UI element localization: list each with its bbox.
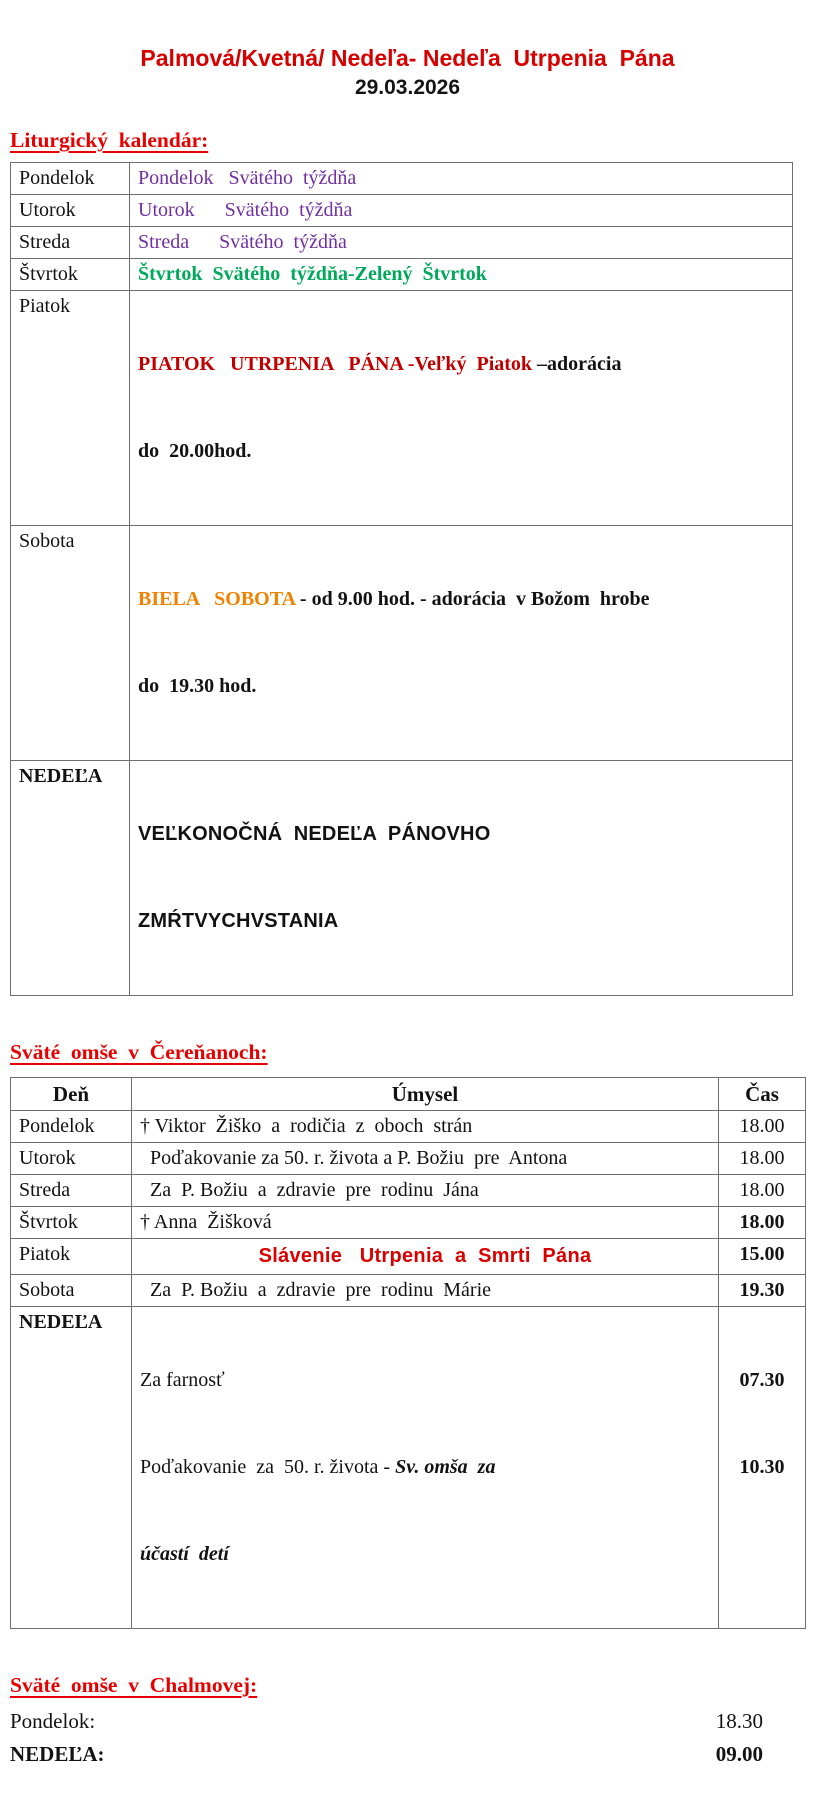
day-cell: Streda [10, 1174, 132, 1207]
table-row: Utorok Poďakovanie za 50. r. života a P.… [10, 1142, 806, 1175]
intention-cell: Poďakovanie za 50. r. života a P. Božiu … [131, 1142, 719, 1175]
intention-line: Za farnosť [140, 1369, 225, 1391]
time-cell: 07.30 10.30 [718, 1306, 806, 1629]
liturgy-line: do 19.30 hod. [138, 675, 257, 697]
table-header-row: Deň Úmysel Čas [10, 1077, 806, 1111]
intention-line: Poďakovanie za 50. r. života - Sv. omša … [140, 1456, 496, 1478]
table-row: Štvrtok † Anna Žišková 18.00 [10, 1206, 806, 1239]
liturgical-calendar-table: Pondelok Pondelok Svätého týždňa Utorok … [10, 162, 793, 996]
table-row: Utorok Utorok Svätého týždňa [10, 194, 793, 227]
day-cell: Pondelok [10, 1110, 132, 1143]
time-cell: 18.00 [718, 1206, 806, 1239]
liturgy-cell: Štvrtok Svätého týždňa-Zelený Štvrtok [129, 258, 793, 291]
table-row: Sobota BIELA SOBOTA - od 9.00 hod. - ado… [10, 525, 793, 761]
table-row: Pondelok † Viktor Žiško a rodičia z oboc… [10, 1110, 806, 1143]
intention-cell: Za P. Božiu a zdravie pre rodinu Márie [131, 1274, 719, 1307]
column-header-day: Deň [10, 1077, 132, 1111]
table-row: NEDEĽA VEĽKONOČNÁ NEDEĽA PÁNOVHO ZMŔTVYC… [10, 760, 793, 996]
masses-cerenany-heading: Sväté omše v Čereňanoch: [10, 1040, 268, 1064]
intention-cell: † Anna Žišková [131, 1206, 719, 1239]
day-cell: Utorok [10, 194, 130, 227]
liturgy-cell: Utorok Svätého týždňa [129, 194, 793, 227]
schedule-day-label: Pondelok: [10, 1709, 96, 1733]
schedule-day-label: NEDEĽA: [10, 1742, 105, 1766]
day-cell: Sobota [10, 525, 130, 761]
masses-chalmova-heading: Sväté omše v Chalmovej: [10, 1673, 258, 1697]
liturgy-line: VEĽKONOČNÁ NEDEĽA PÁNOVHO [138, 823, 491, 845]
table-row: Štvrtok Štvrtok Svätého týždňa-Zelený Št… [10, 258, 793, 291]
column-header-time: Čas [718, 1077, 806, 1111]
schedule-row: Pondelok: 18.30 [10, 1705, 805, 1738]
intention-line: účastí detí [140, 1543, 229, 1565]
masses-cerenany-table: Deň Úmysel Čas Pondelok † Viktor Žiško a… [10, 1077, 806, 1629]
schedule-time: 18.30 [715, 1709, 763, 1733]
intention-cell: Za P. Božiu a zdravie pre rodinu Jána [131, 1174, 719, 1207]
page-title: Palmová/Kvetná/ Nedeľa- Nedeľa Utrpenia … [140, 45, 675, 71]
time-cell: 19.30 [718, 1274, 806, 1307]
time-line: 10.30 [739, 1456, 785, 1478]
schedule-time: 09.00 [715, 1742, 763, 1766]
table-row: Streda Streda Svätého týždňa [10, 226, 793, 259]
liturgy-cell: VEĽKONOČNÁ NEDEĽA PÁNOVHO ZMŔTVYCHVSTANI… [129, 760, 793, 996]
time-cell: 15.00 [718, 1238, 806, 1275]
time-cell: 18.00 [718, 1142, 806, 1175]
liturgy-cell: PIATOK UTRPENIA PÁNA -Veľký Piatok –ador… [129, 290, 793, 526]
intention-cell: Za farnosť Poďakovanie za 50. r. života … [131, 1306, 719, 1629]
intention-cell: Slávenie Utrpenia a Smrti Pána [131, 1238, 719, 1275]
table-row: Streda Za P. Božiu a zdravie pre rodinu … [10, 1174, 806, 1207]
intention-cell: † Viktor Žiško a rodičia z oboch strán [131, 1110, 719, 1143]
table-row: Piatok PIATOK UTRPENIA PÁNA -Veľký Piato… [10, 290, 793, 526]
column-header-intention: Úmysel [131, 1077, 719, 1111]
day-cell: NEDEĽA [10, 1306, 132, 1629]
liturgy-line: ZMŔTVYCHVSTANIA [138, 910, 339, 932]
day-cell: Sobota [10, 1274, 132, 1307]
liturgy-line: do 20.00hod. [138, 440, 252, 462]
bulletin-date: 29.03.2026 [354, 76, 461, 99]
time-cell: 18.00 [718, 1174, 806, 1207]
day-cell: Piatok [10, 290, 130, 526]
liturgy-cell: BIELA SOBOTA - od 9.00 hod. - adorácia v… [129, 525, 793, 761]
masses-chalmova-schedule: Pondelok: 18.30 NEDEĽA: 09.00 [10, 1705, 805, 1771]
schedule-row: NEDEĽA: 09.00 [10, 1738, 805, 1771]
day-cell: NEDEĽA [10, 760, 130, 996]
day-cell: Štvrtok [10, 258, 130, 291]
table-row: Pondelok Pondelok Svätého týždňa [10, 162, 793, 195]
liturgy-cell: Pondelok Svätého týždňa [129, 162, 793, 195]
day-cell: Piatok [10, 1238, 132, 1275]
table-row: Sobota Za P. Božiu a zdravie pre rodinu … [10, 1274, 806, 1307]
table-row: NEDEĽA Za farnosť Poďakovanie za 50. r. … [10, 1306, 806, 1629]
liturgical-calendar-heading: Liturgický kalendár: [10, 128, 209, 152]
table-row: Piatok Slávenie Utrpenia a Smrti Pána 15… [10, 1238, 806, 1275]
day-cell: Štvrtok [10, 1206, 132, 1239]
time-cell: 18.00 [718, 1110, 806, 1143]
day-cell: Streda [10, 226, 130, 259]
day-cell: Pondelok [10, 162, 130, 195]
liturgy-line: BIELA SOBOTA - od 9.00 hod. - adorácia v… [138, 588, 650, 610]
day-cell: Utorok [10, 1142, 132, 1175]
time-line: 07.30 [739, 1369, 785, 1391]
liturgy-line: PIATOK UTRPENIA PÁNA -Veľký Piatok –ador… [138, 353, 622, 375]
liturgy-cell: Streda Svätého týždňa [129, 226, 793, 259]
